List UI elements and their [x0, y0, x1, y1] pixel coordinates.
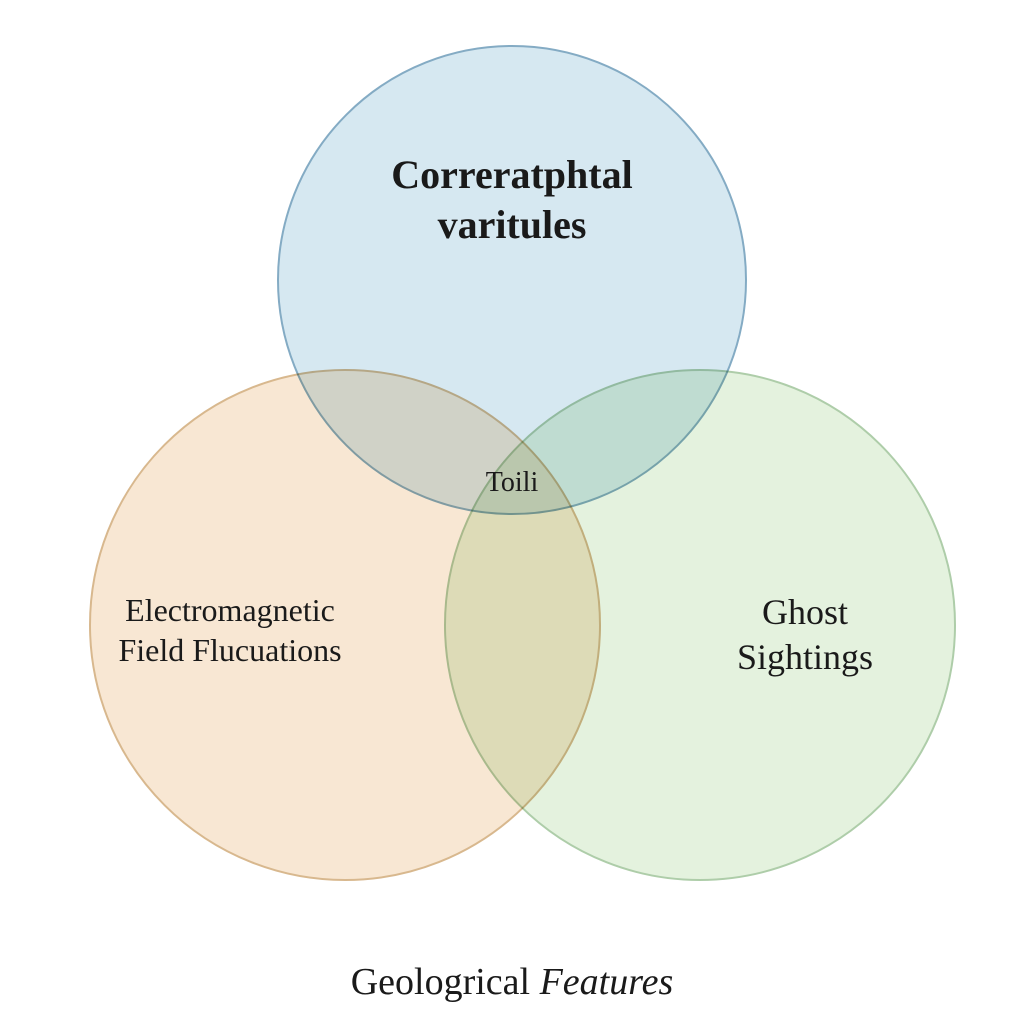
- label-top-line2: varitules: [438, 202, 587, 247]
- bottom-title: Geologrical Features: [212, 960, 812, 1004]
- venn-diagram: Correratphtal varitules Electromagnetic …: [0, 0, 1024, 1024]
- label-right-line1: Ghost: [762, 592, 848, 632]
- label-left-line1: Electromagnetic: [125, 592, 335, 628]
- label-left: Electromagnetic Field Flucuations: [0, 590, 480, 670]
- label-right: Ghost Sightings: [555, 590, 1024, 680]
- label-center: Toili: [262, 465, 762, 500]
- bottom-title-word2: Features: [540, 961, 674, 1003]
- label-top-line1: Correratphtal: [391, 152, 632, 197]
- label-left-line2: Field Flucuations: [118, 632, 341, 668]
- label-top: Correratphtal varitules: [262, 150, 762, 250]
- center-text: Toili: [486, 467, 539, 498]
- label-right-line2: Sightings: [737, 637, 873, 677]
- bottom-title-word1: Geologrical: [351, 961, 530, 1003]
